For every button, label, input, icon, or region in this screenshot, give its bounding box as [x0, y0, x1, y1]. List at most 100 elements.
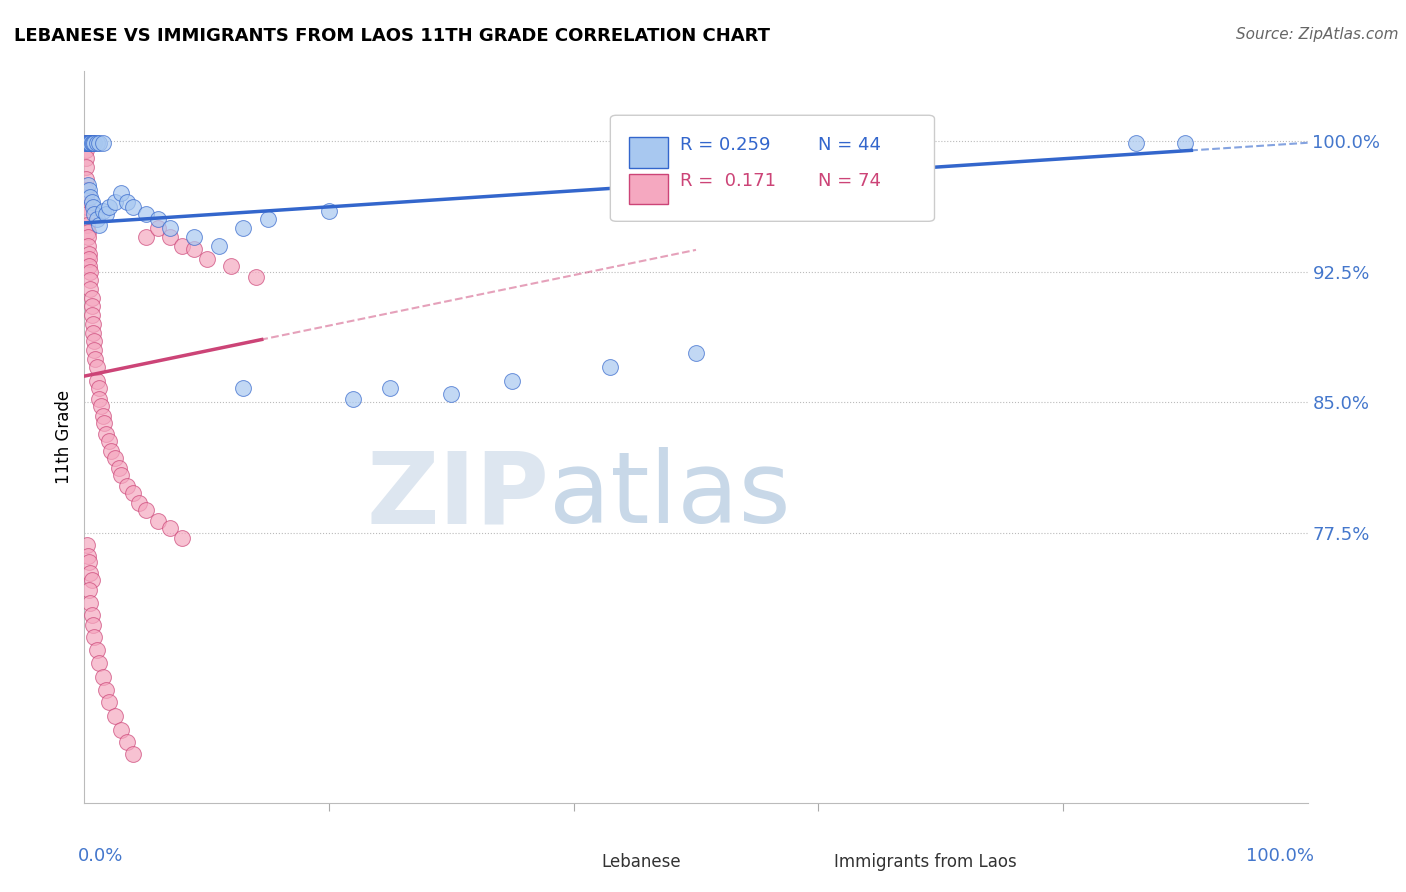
Point: [135, 229, 157, 244]
Point: [83, 136, 105, 150]
FancyBboxPatch shape: [555, 841, 589, 865]
Point: [86, 360, 108, 375]
FancyBboxPatch shape: [787, 841, 823, 865]
Point: [1125, 136, 1147, 150]
Point: [135, 207, 157, 221]
Point: [75, 172, 97, 186]
Y-axis label: 11th Grade: 11th Grade: [55, 390, 73, 484]
Text: Immigrants from Laos: Immigrants from Laos: [834, 853, 1017, 871]
Text: atlas: atlas: [550, 447, 790, 544]
Point: [77, 183, 100, 197]
Point: [77, 229, 100, 244]
Point: [77, 556, 100, 570]
Point: [183, 229, 205, 244]
Point: [245, 269, 267, 284]
Point: [80, 194, 103, 209]
Point: [502, 375, 524, 389]
Point: [107, 461, 129, 475]
Text: Source: ZipAtlas.com: Source: ZipAtlas.com: [1236, 27, 1399, 42]
Point: [91, 136, 114, 150]
Point: [87, 218, 110, 232]
Point: [146, 221, 169, 235]
Point: [146, 514, 169, 528]
Point: [104, 708, 127, 723]
Point: [76, 136, 98, 150]
Point: [104, 194, 127, 209]
Point: [76, 538, 98, 552]
Text: 0.0%: 0.0%: [79, 847, 124, 864]
Point: [84, 351, 107, 366]
Point: [86, 212, 108, 227]
Point: [77, 178, 100, 192]
Point: [75, 143, 97, 157]
Point: [79, 265, 101, 279]
Point: [115, 479, 138, 493]
Point: [80, 300, 103, 314]
Point: [122, 485, 145, 500]
Point: [104, 450, 127, 465]
Point: [599, 360, 621, 375]
Point: [86, 642, 108, 657]
Point: [77, 225, 100, 239]
Point: [146, 212, 169, 227]
Point: [90, 399, 112, 413]
Point: [75, 136, 97, 150]
Point: [93, 416, 115, 430]
Point: [77, 247, 100, 261]
Point: [86, 375, 108, 389]
Point: [77, 136, 100, 150]
Point: [100, 444, 122, 458]
Point: [83, 334, 105, 349]
Point: [96, 426, 118, 441]
Point: [79, 566, 101, 580]
Text: 100.0%: 100.0%: [1246, 847, 1313, 864]
Point: [82, 618, 104, 632]
Point: [82, 317, 104, 331]
Point: [77, 252, 100, 267]
Point: [75, 183, 97, 197]
Point: [96, 207, 118, 221]
Point: [80, 136, 103, 150]
Point: [91, 409, 114, 424]
Text: N = 44: N = 44: [818, 136, 882, 153]
Point: [77, 549, 100, 563]
Point: [75, 160, 97, 174]
Text: LEBANESE VS IMMIGRANTS FROM LAOS 11TH GRADE CORRELATION CHART: LEBANESE VS IMMIGRANTS FROM LAOS 11TH GR…: [14, 27, 770, 45]
Point: [208, 238, 231, 252]
Point: [83, 207, 105, 221]
Point: [440, 386, 463, 401]
Point: [115, 194, 138, 209]
Point: [110, 186, 132, 201]
FancyBboxPatch shape: [628, 137, 668, 168]
Point: [135, 503, 157, 517]
Point: [76, 207, 98, 221]
Point: [87, 136, 110, 150]
Point: [83, 343, 105, 357]
Point: [115, 735, 138, 749]
Point: [159, 229, 181, 244]
Point: [128, 496, 150, 510]
Point: [80, 291, 103, 305]
Point: [183, 242, 205, 256]
Point: [87, 381, 110, 395]
Point: [195, 252, 218, 267]
Point: [82, 136, 104, 150]
Point: [82, 200, 104, 214]
Text: N = 74: N = 74: [818, 172, 882, 190]
Point: [159, 521, 181, 535]
Point: [342, 392, 364, 406]
Point: [79, 282, 101, 296]
Point: [86, 136, 108, 150]
Point: [1174, 136, 1197, 150]
Point: [685, 346, 707, 360]
Point: [75, 152, 97, 166]
Point: [79, 190, 101, 204]
Text: Lebanese: Lebanese: [602, 853, 682, 871]
Point: [380, 381, 402, 395]
Point: [97, 434, 120, 448]
Point: [159, 221, 181, 235]
Point: [219, 260, 242, 274]
Point: [80, 573, 103, 587]
Point: [257, 212, 280, 227]
FancyBboxPatch shape: [628, 174, 668, 204]
